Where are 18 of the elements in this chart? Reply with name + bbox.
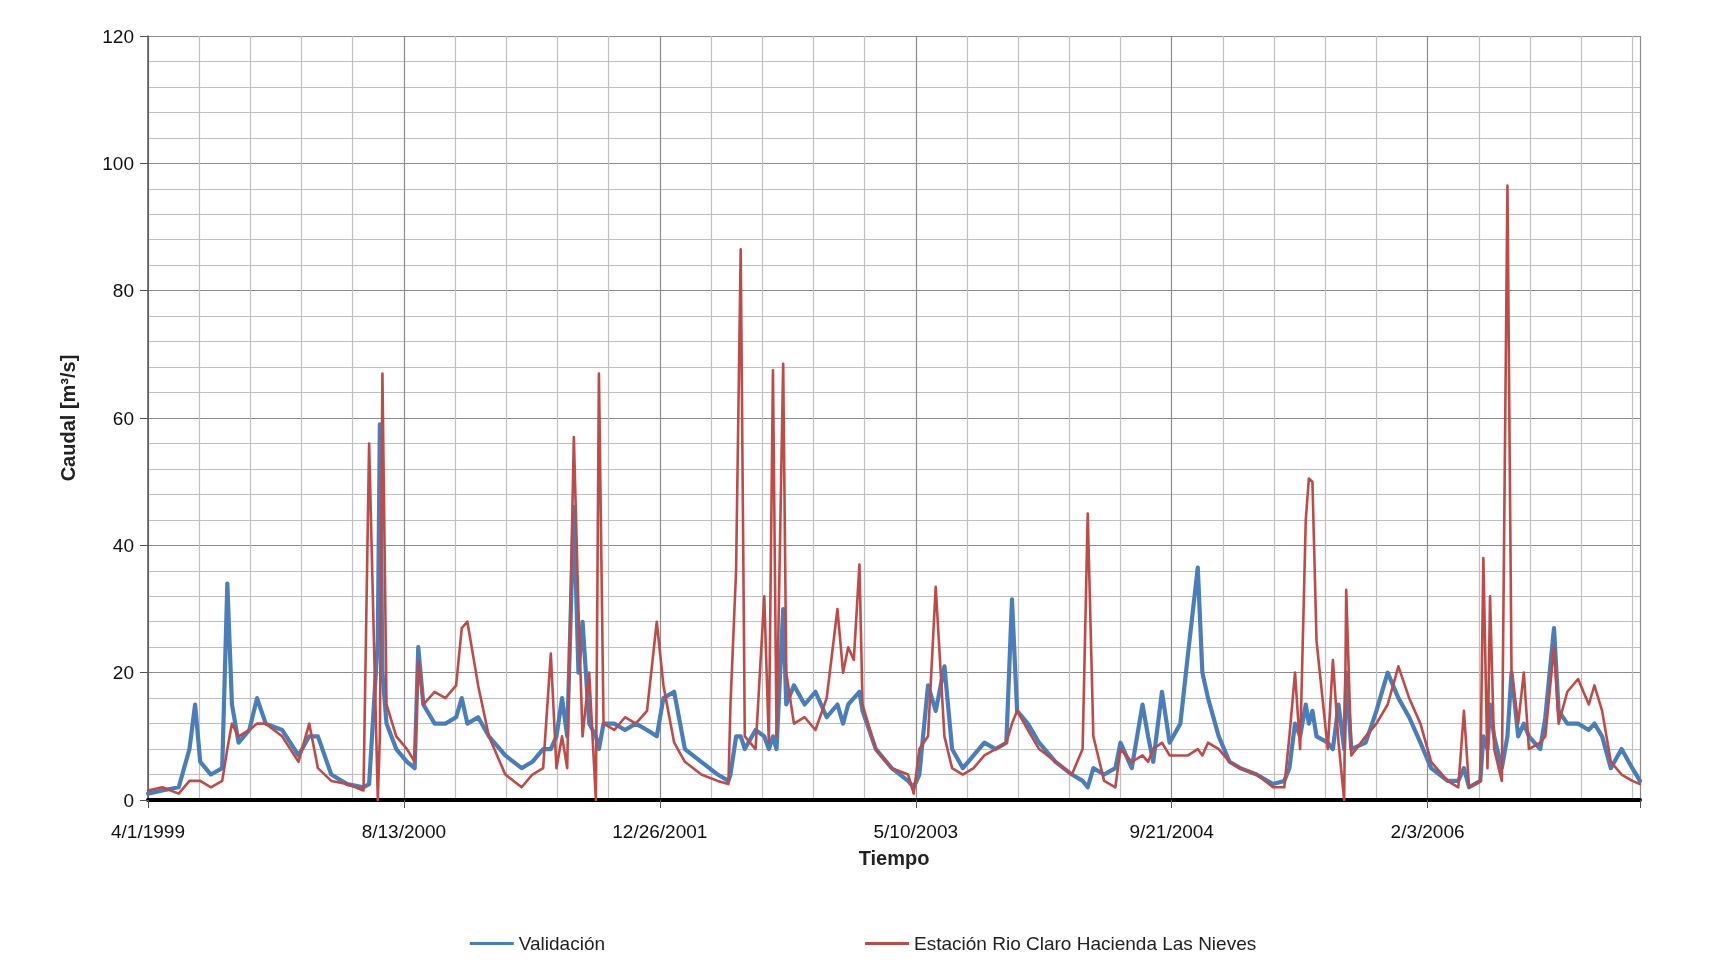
y-tick-label: 20 — [112, 662, 134, 684]
y-tick-label: 0 — [123, 789, 134, 811]
x-tick-label: 8/13/2000 — [361, 821, 447, 842]
x-axis-title: Tiempo — [858, 847, 930, 869]
y-tick-label: 80 — [112, 280, 134, 302]
y-tick-label: 40 — [112, 534, 134, 556]
line-series — [146, 184, 1642, 802]
legend-label: Estación Rio Claro Hacienda Las Nieves — [914, 933, 1257, 954]
x-tick-label: 4/1/1999 — [111, 821, 185, 842]
x-tick-label: 2/3/2006 — [1390, 821, 1465, 842]
y-tick-label: 100 — [102, 152, 134, 174]
x-tick-label: 9/21/2004 — [1129, 821, 1215, 842]
x-tick-label: 5/10/2003 — [873, 821, 959, 842]
y-tick-label: 120 — [102, 25, 134, 47]
x-tick-label: 12/26/2001 — [612, 821, 708, 842]
y-axis-title: Caudal [m³/s] — [57, 354, 79, 482]
legend-label: Validación — [518, 933, 606, 954]
y-tick-label: 60 — [112, 407, 134, 429]
